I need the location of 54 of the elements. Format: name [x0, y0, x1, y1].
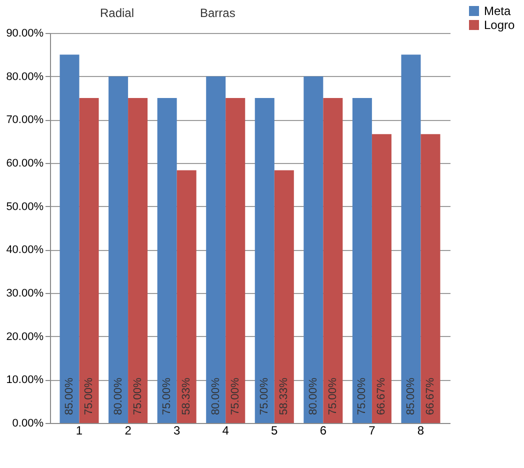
x-tick-label: 4 [222, 424, 230, 438]
data-label: 75.00% [229, 377, 242, 415]
data-label: 85.00% [404, 377, 417, 415]
y-tick-label: 40.00% [6, 244, 44, 256]
y-tick-label: 90.00% [6, 28, 44, 40]
data-label: 66.67% [424, 377, 436, 415]
data-label: 75.00% [258, 377, 271, 415]
bar [401, 54, 421, 423]
data-label: 80.00% [307, 377, 320, 415]
data-label: 75.00% [132, 377, 144, 415]
y-tick-label: 80.00% [6, 70, 44, 83]
bar [304, 76, 324, 423]
bar [323, 98, 343, 423]
x-tick-label: 3 [173, 424, 180, 438]
bar [352, 98, 372, 423]
bar [60, 54, 80, 423]
x-tick-label: 6 [320, 424, 327, 438]
x-tick-label: 1 [76, 424, 83, 438]
bar [157, 98, 177, 423]
y-tick-label: 20.00% [6, 330, 44, 343]
y-tick-label: 0.00% [12, 418, 44, 430]
x-tick-label: 5 [271, 424, 278, 438]
legend-label: Meta [484, 4, 512, 18]
x-tick-label: 2 [124, 424, 132, 438]
text: Radial [100, 6, 134, 20]
x-tick-label: 8 [417, 424, 424, 438]
data-label: 58.33% [278, 377, 290, 415]
y-tick-label: 10.00% [6, 374, 44, 386]
y-tick-label: 30.00% [6, 288, 44, 300]
data-label: 75.00% [161, 377, 174, 415]
data-label: 58.33% [180, 377, 193, 415]
text: Barras [200, 6, 236, 20]
data-label: 75.00% [83, 377, 96, 415]
bar [254, 98, 274, 423]
y-tick-label: 60.00% [6, 158, 44, 170]
bar [274, 170, 294, 423]
bar [226, 98, 246, 423]
data-label: 80.00% [210, 377, 222, 415]
data-label: 85.00% [64, 377, 76, 415]
bar [372, 134, 392, 423]
y-tick-label: 70.00% [6, 114, 44, 126]
bar [420, 134, 440, 423]
data-label: 75.00% [356, 377, 368, 415]
data-label: 66.67% [376, 377, 388, 415]
data-label: 75.00% [326, 377, 339, 415]
bar [79, 98, 99, 423]
bar [206, 76, 226, 423]
bar [108, 76, 128, 423]
bar [128, 98, 148, 423]
x-tick-label: 7 [368, 424, 376, 438]
y-tick-label: 50.00% [6, 200, 44, 213]
data-label: 80.00% [112, 377, 124, 415]
legend-label: Logro [484, 18, 516, 32]
bar [176, 170, 196, 423]
